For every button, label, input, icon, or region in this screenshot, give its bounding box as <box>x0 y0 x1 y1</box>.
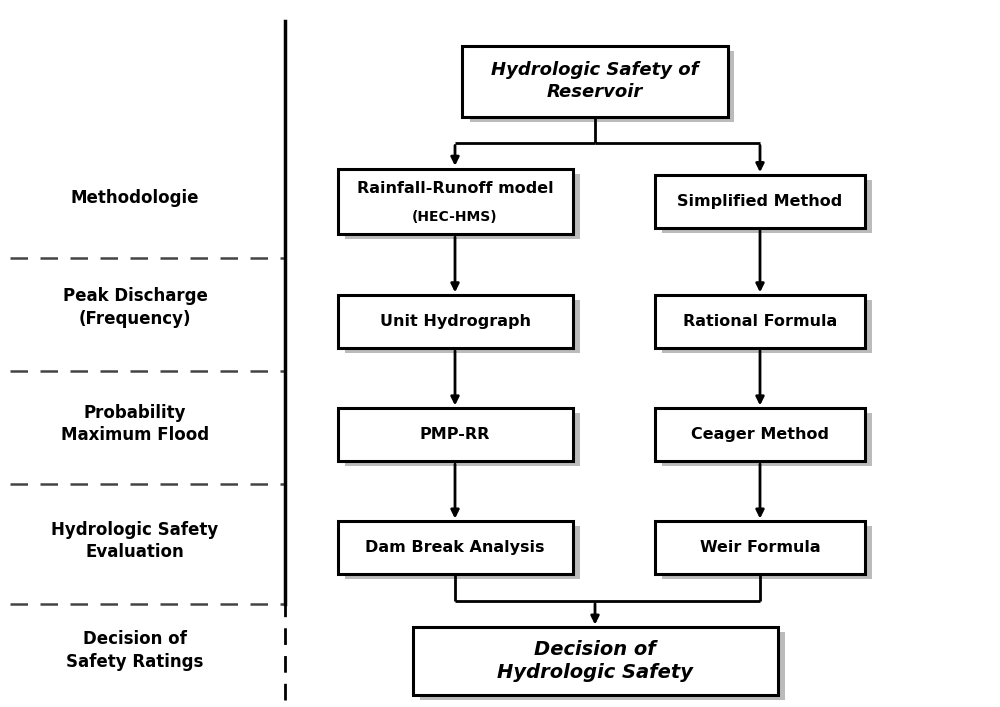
FancyBboxPatch shape <box>662 413 872 467</box>
FancyBboxPatch shape <box>338 169 572 235</box>
FancyBboxPatch shape <box>338 296 572 348</box>
FancyBboxPatch shape <box>344 526 580 580</box>
Text: PMP-RR: PMP-RR <box>420 427 490 443</box>
FancyBboxPatch shape <box>662 180 872 233</box>
Text: Rainfall-Runoff model: Rainfall-Runoff model <box>357 181 553 197</box>
Text: Decision of
Safety Ratings: Decision of Safety Ratings <box>66 631 204 670</box>
Text: Rational Formula: Rational Formula <box>683 314 837 329</box>
FancyBboxPatch shape <box>655 408 865 461</box>
Text: Hydrologic Safety
Evaluation: Hydrologic Safety Evaluation <box>51 521 219 561</box>
Text: Decision of
Hydrologic Safety: Decision of Hydrologic Safety <box>497 640 693 682</box>
Text: Hydrologic Safety of
Reservoir: Hydrologic Safety of Reservoir <box>491 62 699 101</box>
FancyBboxPatch shape <box>344 174 580 239</box>
Text: Weir Formula: Weir Formula <box>700 540 820 556</box>
FancyBboxPatch shape <box>344 413 580 467</box>
FancyBboxPatch shape <box>344 300 580 353</box>
Text: Peak Discharge
(Frequency): Peak Discharge (Frequency) <box>63 288 207 327</box>
Text: (HEC-HMS): (HEC-HMS) <box>412 210 498 224</box>
FancyBboxPatch shape <box>338 408 572 461</box>
FancyBboxPatch shape <box>420 632 784 700</box>
Text: Probability
Maximum Flood: Probability Maximum Flood <box>61 404 209 444</box>
Text: Methodologie: Methodologie <box>71 189 199 207</box>
Text: Dam Break Analysis: Dam Break Analysis <box>365 540 545 556</box>
FancyBboxPatch shape <box>662 526 872 580</box>
FancyBboxPatch shape <box>462 46 728 117</box>
FancyBboxPatch shape <box>470 51 734 122</box>
Text: Unit Hydrograph: Unit Hydrograph <box>380 314 530 329</box>
FancyBboxPatch shape <box>655 296 865 348</box>
FancyBboxPatch shape <box>655 522 865 574</box>
Text: Simplified Method: Simplified Method <box>677 194 843 209</box>
FancyBboxPatch shape <box>655 175 865 228</box>
Text: Ceager Method: Ceager Method <box>691 427 829 443</box>
FancyBboxPatch shape <box>413 628 778 694</box>
FancyBboxPatch shape <box>662 300 872 353</box>
FancyBboxPatch shape <box>338 522 572 574</box>
